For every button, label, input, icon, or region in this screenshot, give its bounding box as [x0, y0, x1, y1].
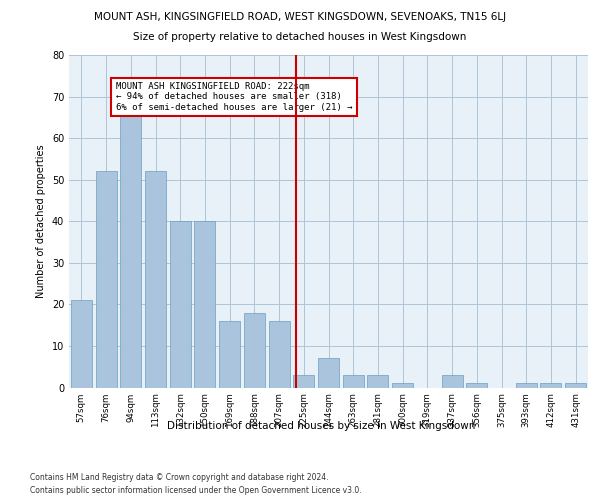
Bar	[194, 221, 215, 388]
Y-axis label: Number of detached properties: Number of detached properties	[36, 144, 46, 298]
Bar	[244, 312, 265, 388]
Bar	[367, 375, 388, 388]
Text: MOUNT ASH, KINGSINGFIELD ROAD, WEST KINGSDOWN, SEVENOAKS, TN15 6LJ: MOUNT ASH, KINGSINGFIELD ROAD, WEST KING…	[94, 12, 506, 22]
Text: Distribution of detached houses by size in West Kingsdown: Distribution of detached houses by size …	[167, 421, 475, 431]
Text: MOUNT ASH KINGSINGFIELD ROAD: 222sqm
← 94% of detached houses are smaller (318)
: MOUNT ASH KINGSINGFIELD ROAD: 222sqm ← 9…	[116, 82, 352, 112]
Bar	[219, 321, 240, 388]
Bar	[565, 384, 586, 388]
Bar	[170, 221, 191, 388]
Bar	[145, 172, 166, 388]
Bar	[541, 384, 562, 388]
Bar	[442, 375, 463, 388]
Bar	[95, 172, 116, 388]
Bar	[466, 384, 487, 388]
Bar	[318, 358, 339, 388]
Bar	[293, 375, 314, 388]
Bar	[71, 300, 92, 388]
Bar	[343, 375, 364, 388]
Bar	[516, 384, 537, 388]
Bar	[392, 384, 413, 388]
Bar	[269, 321, 290, 388]
Bar	[120, 109, 141, 388]
Text: Contains HM Land Registry data © Crown copyright and database right 2024.: Contains HM Land Registry data © Crown c…	[30, 472, 329, 482]
Text: Contains public sector information licensed under the Open Government Licence v3: Contains public sector information licen…	[30, 486, 362, 495]
Text: Size of property relative to detached houses in West Kingsdown: Size of property relative to detached ho…	[133, 32, 467, 42]
